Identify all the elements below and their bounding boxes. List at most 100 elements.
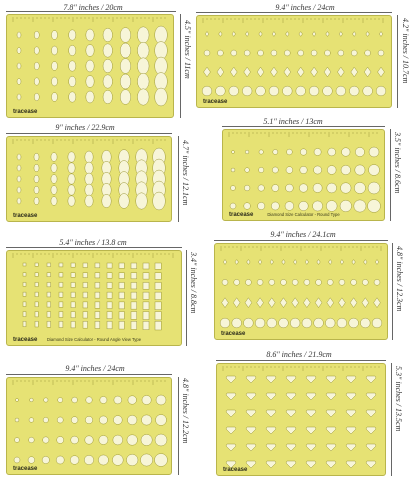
marquise-hole [218, 31, 223, 37]
stencil-8-card: tracease [216, 363, 386, 476]
marquise-hole [246, 259, 251, 265]
oval-hole [50, 174, 58, 184]
square-hole [58, 262, 64, 268]
gem-outline [265, 426, 277, 435]
square-hole [106, 321, 113, 330]
stencil-pattern: tracease [222, 366, 380, 473]
round-hole [268, 279, 275, 286]
round-hole [244, 184, 251, 192]
round-hole [231, 150, 235, 154]
round-hole [154, 453, 168, 467]
round-hole [84, 455, 94, 465]
round-hole [99, 415, 108, 425]
square-hole [22, 321, 27, 327]
round-hole [272, 166, 279, 174]
square-hole [154, 311, 162, 321]
square-hole [154, 301, 162, 311]
oval-hole [85, 59, 95, 73]
marquise-hole [338, 297, 346, 309]
round-hole [113, 395, 123, 405]
square-hole [22, 291, 27, 297]
stencil-8-width-arrow [216, 360, 386, 361]
gem-outline [305, 375, 317, 384]
round-hole [219, 317, 231, 329]
round-hole [243, 317, 254, 329]
square-hole [82, 321, 88, 329]
gem-outline [305, 460, 317, 469]
gem-outline [365, 443, 377, 452]
round-hole [70, 416, 79, 424]
square-hole [118, 321, 125, 330]
marquise-hole [231, 31, 236, 37]
square-hole [22, 311, 27, 317]
round-hole [326, 182, 337, 194]
round-hole [351, 49, 358, 57]
round-hole [98, 435, 109, 445]
round-hole [322, 85, 333, 97]
square-hole [106, 262, 113, 269]
stencil-pattern: tracease [12, 139, 166, 219]
stencil-1-height-label: 4.5" inches / 11cm [183, 20, 192, 79]
square-hole [130, 272, 137, 280]
oval-hole [119, 27, 132, 43]
oval-hole [119, 89, 132, 105]
marquise-hole [271, 31, 276, 37]
round-hole [245, 279, 252, 286]
round-hole [13, 456, 21, 464]
marquise-hole [337, 66, 345, 78]
square-hole [58, 272, 64, 278]
marquise-hole [323, 66, 332, 78]
round-hole [257, 184, 265, 192]
gem-outline [245, 392, 257, 401]
oval-hole [101, 194, 112, 208]
round-hole [217, 49, 224, 57]
square-hole [106, 311, 113, 319]
round-hole [286, 148, 293, 156]
oval-hole [50, 163, 58, 173]
oval-hole [51, 61, 58, 71]
square-hole [70, 301, 76, 308]
oval-hole [102, 59, 113, 73]
round-hole [339, 199, 352, 213]
round-hole [349, 85, 360, 97]
gem-outline [265, 443, 277, 452]
oval-hole [51, 76, 58, 87]
round-hole [29, 397, 34, 403]
marquise-hole [349, 297, 358, 309]
square-hole [58, 291, 64, 298]
round-hole [353, 199, 367, 213]
oval-hole [51, 92, 58, 102]
stencil-2-height-arrow [397, 15, 398, 108]
marquise-hole [310, 66, 318, 78]
square-hole [82, 301, 88, 309]
gem-outline [225, 392, 237, 401]
marquise-hole [350, 66, 358, 78]
brand-logo-text: tracease [13, 466, 38, 472]
square-hole [130, 301, 137, 310]
round-hole [126, 453, 139, 467]
stencil-7-height-label: 4.8" inches / 12.2cm [181, 378, 190, 444]
square-hole [34, 272, 39, 277]
round-hole [299, 166, 308, 174]
round-hole [299, 183, 308, 193]
oval-hole [50, 185, 58, 195]
round-hole [28, 436, 35, 444]
square-hole [34, 311, 39, 318]
stencil-4-height-label: 3.5" inches / 8.6cm [393, 132, 402, 194]
marquise-hole [293, 259, 298, 265]
round-hole [362, 279, 369, 286]
marquise-hole [378, 31, 384, 37]
gem-outline [305, 409, 317, 418]
round-hole [364, 49, 371, 57]
round-hole [341, 147, 351, 157]
square-hole [154, 291, 162, 300]
square-hole [34, 291, 39, 297]
round-hole [155, 414, 167, 426]
marquise-hole [339, 259, 344, 265]
round-hole [367, 181, 381, 195]
marquise-hole [325, 31, 330, 37]
gem-outline [345, 460, 357, 469]
marquise-hole [270, 66, 278, 78]
round-hole [308, 85, 320, 97]
oval-hole [85, 90, 95, 104]
